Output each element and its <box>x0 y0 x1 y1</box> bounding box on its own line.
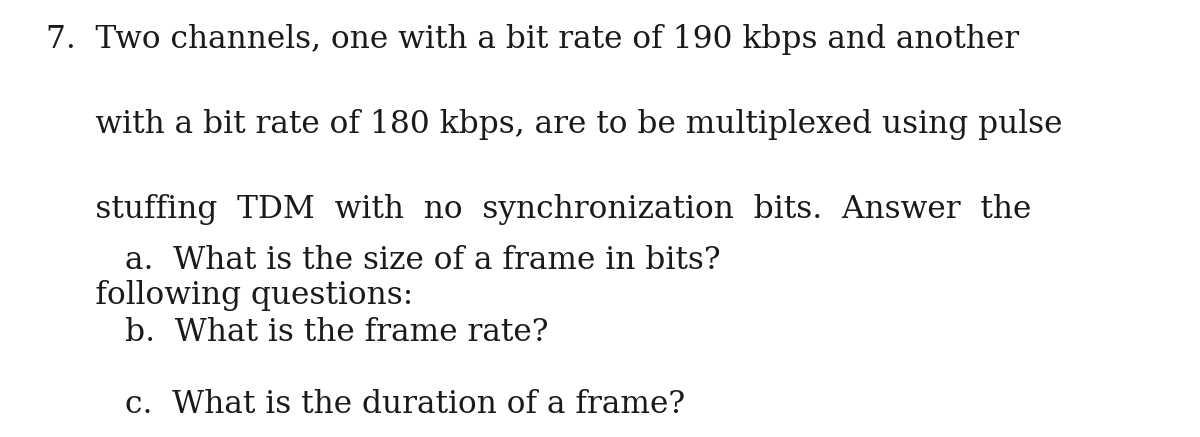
Text: a.  What is the size of a frame in bits?: a. What is the size of a frame in bits? <box>46 245 720 276</box>
Text: b.  What is the frame rate?: b. What is the frame rate? <box>46 317 548 348</box>
Text: following questions:: following questions: <box>46 280 413 311</box>
Text: stuffing  TDM  with  no  synchronization  bits.  Answer  the: stuffing TDM with no synchronization bit… <box>46 194 1031 225</box>
Text: c.  What is the duration of a frame?: c. What is the duration of a frame? <box>46 389 685 420</box>
Text: with a bit rate of 180 kbps, are to be multiplexed using pulse: with a bit rate of 180 kbps, are to be m… <box>46 109 1062 140</box>
Text: 7.  Two channels, one with a bit rate of 190 kbps and another: 7. Two channels, one with a bit rate of … <box>46 24 1019 55</box>
